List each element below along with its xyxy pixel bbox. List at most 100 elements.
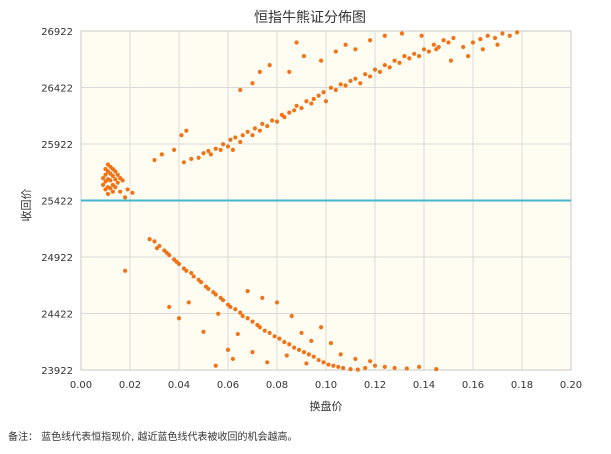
data-point xyxy=(245,129,250,134)
x-tick-label: 0.16 xyxy=(462,380,484,391)
data-point xyxy=(230,356,235,362)
y-tick-label: 23922 xyxy=(41,366,73,377)
data-point xyxy=(176,261,182,267)
x-tick-label: 0.00 xyxy=(70,380,92,391)
data-point xyxy=(191,274,196,279)
data-point xyxy=(250,133,255,138)
data-point xyxy=(267,63,272,68)
data-point xyxy=(301,53,307,59)
data-point xyxy=(289,313,294,319)
data-point xyxy=(448,58,454,63)
data-point xyxy=(201,151,206,156)
data-point xyxy=(306,352,311,357)
data-point xyxy=(363,72,368,77)
x-tick-label: 0.10 xyxy=(315,380,337,391)
data-point xyxy=(167,304,172,310)
data-point xyxy=(201,329,206,334)
data-point xyxy=(240,133,245,138)
data-point xyxy=(368,38,373,43)
data-point xyxy=(260,121,265,126)
data-point xyxy=(294,103,299,108)
data-point xyxy=(319,58,324,63)
data-point xyxy=(434,47,439,52)
y-tick-label: 24422 xyxy=(41,310,73,321)
y-axis-title: 收回价 xyxy=(19,189,33,222)
data-point xyxy=(274,300,280,305)
data-point xyxy=(238,139,243,145)
data-point xyxy=(282,115,287,120)
data-point xyxy=(120,178,125,183)
data-point xyxy=(338,352,343,357)
data-point xyxy=(480,47,485,52)
x-tick-label: 0.20 xyxy=(560,380,582,391)
data-point xyxy=(245,289,250,294)
data-point xyxy=(152,157,157,163)
data-point xyxy=(240,313,245,319)
data-point xyxy=(287,342,292,347)
data-point xyxy=(333,87,338,93)
data-point xyxy=(198,279,204,285)
data-point xyxy=(110,173,115,178)
data-point xyxy=(377,69,382,75)
data-point xyxy=(218,147,223,152)
data-point xyxy=(338,82,343,87)
data-point xyxy=(326,362,331,367)
data-point xyxy=(265,360,270,365)
data-point xyxy=(292,108,297,113)
data-point xyxy=(274,119,280,124)
data-point xyxy=(495,42,500,47)
data-point xyxy=(272,334,277,339)
points-layer xyxy=(100,30,520,372)
data-point xyxy=(108,186,113,191)
data-point xyxy=(515,30,520,35)
data-point xyxy=(353,356,358,362)
data-point xyxy=(284,353,289,358)
data-point xyxy=(304,361,309,366)
data-point xyxy=(228,137,233,142)
data-point xyxy=(461,44,466,50)
data-point xyxy=(353,76,358,81)
data-point xyxy=(399,31,405,36)
data-point xyxy=(213,292,218,297)
data-point xyxy=(208,152,213,157)
data-point xyxy=(441,38,446,43)
data-point xyxy=(404,366,409,371)
data-point xyxy=(245,316,250,321)
data-point xyxy=(478,37,483,42)
data-point xyxy=(172,147,177,152)
data-point xyxy=(130,190,135,195)
axis-layer: 0.00 0.02 0.04 0.06 0.08 0.10 0.12 0.14 0.16 0.18… xyxy=(41,27,582,391)
data-point xyxy=(355,367,360,372)
data-point xyxy=(186,300,191,305)
data-point xyxy=(407,56,412,61)
x-tick-label: 0.02 xyxy=(119,380,141,391)
y-tick-label: 26422 xyxy=(41,84,73,95)
data-point xyxy=(213,363,218,368)
data-point xyxy=(434,366,439,372)
data-point xyxy=(328,85,333,90)
data-point xyxy=(397,60,402,65)
data-point xyxy=(238,87,243,93)
data-point xyxy=(301,350,307,355)
data-point xyxy=(421,47,427,52)
data-point xyxy=(181,160,186,165)
data-point xyxy=(485,33,490,38)
data-point xyxy=(250,81,255,86)
data-point xyxy=(103,172,108,177)
data-point xyxy=(225,144,231,149)
data-point xyxy=(108,178,113,183)
data-point xyxy=(125,187,130,192)
data-point xyxy=(206,148,211,154)
data-point xyxy=(287,110,292,115)
data-point xyxy=(333,49,338,54)
data-point xyxy=(105,191,111,197)
data-point xyxy=(382,364,387,369)
data-point xyxy=(176,316,182,321)
data-point xyxy=(225,347,231,352)
data-point xyxy=(321,90,326,95)
data-point xyxy=(184,268,189,273)
data-point xyxy=(196,155,201,160)
data-point xyxy=(228,304,233,310)
data-point xyxy=(419,33,424,38)
